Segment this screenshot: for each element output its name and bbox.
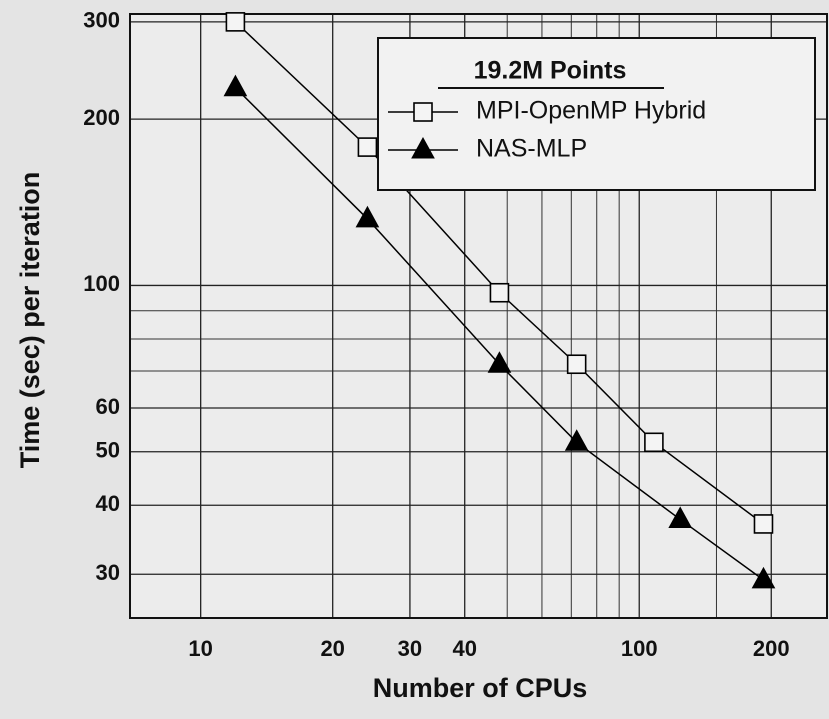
y-tick-label: 60 xyxy=(96,394,120,419)
y-axis-label: Time (sec) per iteration xyxy=(15,172,45,469)
legend-title: 19.2M Points xyxy=(474,57,627,85)
y-tick-label: 100 xyxy=(83,271,120,296)
y-tick-label: 300 xyxy=(83,8,120,33)
data-point xyxy=(487,351,512,373)
data-point xyxy=(489,282,510,303)
data-point xyxy=(668,506,693,528)
data-point xyxy=(564,429,589,451)
x-tick-label: 10 xyxy=(188,636,212,661)
y-tick-label: 50 xyxy=(96,438,120,463)
legend-label: MPI-OpenMP Hybrid xyxy=(476,97,706,125)
x-tick-label: 40 xyxy=(452,636,476,661)
data-point xyxy=(644,432,664,453)
y-tick-label: 200 xyxy=(83,105,120,130)
data-point xyxy=(566,354,587,375)
y-tick-label: 40 xyxy=(96,491,120,516)
x-tick-label: 20 xyxy=(320,636,344,661)
x-tick-label: 30 xyxy=(398,636,422,661)
legend-label: NAS-MLP xyxy=(476,135,587,163)
series-line xyxy=(234,87,764,581)
data-point xyxy=(355,205,380,228)
data-point xyxy=(753,514,774,534)
x-axis-label: Number of CPUs xyxy=(373,673,588,703)
data-point xyxy=(223,74,248,97)
legend-marker xyxy=(411,136,435,159)
series-line xyxy=(234,21,764,525)
data-point xyxy=(357,137,378,157)
data-point xyxy=(751,566,776,589)
plot-frame xyxy=(129,13,828,619)
legend-box xyxy=(377,37,816,191)
x-tick-label: 100 xyxy=(621,636,658,661)
legend-marker xyxy=(413,102,433,122)
x-tick-label: 200 xyxy=(753,636,790,661)
data-point xyxy=(225,12,246,32)
y-tick-label: 30 xyxy=(96,560,120,585)
